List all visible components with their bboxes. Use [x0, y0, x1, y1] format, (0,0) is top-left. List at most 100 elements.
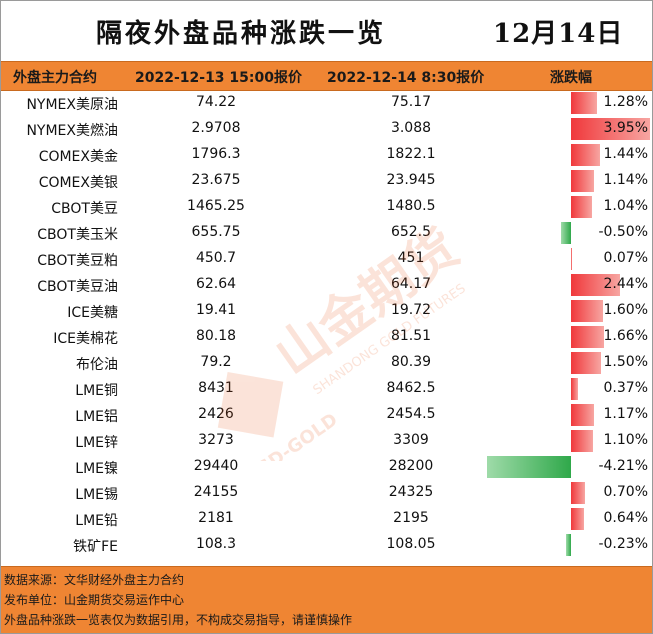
table-row: CBOT美豆粕 450.7 451 0.07% — [1, 246, 652, 272]
change-pct: 0.70% — [603, 484, 648, 500]
footer-source: 数据来源：文华财经外盘主力合约 — [4, 573, 185, 587]
change-bar — [566, 534, 571, 556]
change-bar — [571, 508, 584, 530]
change-pct: 1.60% — [603, 302, 648, 318]
footer-disclaimer: 外盘品种涨跌一览表仅为数据引用，不构成交易指导，请谨慎操作 — [4, 613, 353, 627]
prev-price: 2426 — [198, 406, 234, 422]
change-pct: 1.04% — [603, 198, 648, 214]
prev-price: 19.41 — [195, 302, 237, 318]
prev-price: 62.64 — [195, 276, 237, 292]
table-row: CBOT美玉米 655.75 652.5 -0.50% — [1, 220, 652, 246]
footer: 数据来源：文华财经外盘主力合约 发布单位：山金期货交易运作中心 外盘品种涨跌一览… — [1, 566, 652, 633]
table-row: ICE美棉花 80.18 81.51 1.66% — [1, 324, 652, 350]
prev-price: 2.9708 — [191, 120, 241, 136]
report-date: 12月14日 — [493, 19, 624, 49]
change-pct: -0.23% — [598, 536, 648, 552]
prev-price: 655.75 — [191, 224, 241, 240]
curr-price: 1480.5 — [386, 198, 436, 214]
contract-name: CBOT美豆油 — [37, 279, 118, 295]
change-pct: 3.95% — [603, 120, 648, 136]
contract-name: LME铜 — [75, 383, 118, 399]
prev-price: 2181 — [198, 510, 234, 526]
change-bar — [571, 274, 620, 296]
contract-name: CBOT美玉米 — [37, 227, 118, 243]
change-pct: 1.44% — [603, 146, 648, 162]
contract-name: LME锡 — [75, 487, 118, 503]
header-curr-price: 2022-12-14 8:30报价 — [327, 70, 485, 86]
contract-name: CBOT美豆 — [51, 201, 118, 217]
table-row: COMEX美金 1796.3 1822.1 1.44% — [1, 142, 652, 168]
contract-name: COMEX美银 — [38, 175, 118, 191]
curr-price: 8462.5 — [386, 380, 436, 396]
prev-price: 80.18 — [195, 328, 237, 344]
change-pct: 1.14% — [603, 172, 648, 188]
change-pct: 0.37% — [603, 380, 648, 396]
curr-price: 108.05 — [386, 536, 436, 552]
curr-price: 1822.1 — [386, 146, 436, 162]
curr-price: 652.5 — [390, 224, 432, 240]
change-pct: -0.50% — [598, 224, 648, 240]
table-row: 铁矿FE 108.3 108.05 -0.23% — [1, 532, 652, 558]
change-bar — [571, 326, 605, 348]
contract-name: LME锌 — [75, 435, 118, 451]
curr-price: 81.51 — [390, 328, 432, 344]
contract-name: NYMEX美燃油 — [26, 123, 118, 139]
change-bar — [571, 196, 592, 218]
change-pct: 1.50% — [603, 354, 648, 370]
table-row: NYMEX美原油 74.22 75.17 1.28% — [1, 90, 652, 116]
change-pct: 1.10% — [603, 432, 648, 448]
curr-price: 19.72 — [390, 302, 432, 318]
contract-name: ICE美棉花 — [53, 331, 118, 347]
contract-name: COMEX美金 — [38, 149, 118, 165]
contract-name: LME铅 — [75, 513, 118, 529]
change-bar — [571, 118, 650, 140]
change-pct: 1.28% — [603, 94, 648, 110]
change-pct: 2.44% — [603, 276, 648, 292]
table-header: 外盘主力合约 2022-12-13 15:00报价 2022-12-14 8:3… — [1, 61, 652, 91]
change-bar — [486, 456, 571, 478]
change-bar — [571, 482, 585, 504]
table-row: CBOT美豆油 62.64 64.17 2.44% — [1, 272, 652, 298]
prev-price: 8431 — [198, 380, 234, 396]
header-contract: 外盘主力合约 — [13, 70, 97, 86]
footer-publisher: 发布单位：山金期货交易运作中心 — [4, 593, 185, 607]
prev-price: 79.2 — [200, 354, 232, 370]
prev-price: 23.675 — [191, 172, 241, 188]
curr-price: 80.39 — [390, 354, 432, 370]
change-bar — [571, 404, 595, 426]
table-row: LME铅 2181 2195 0.64% — [1, 506, 652, 532]
curr-price: 75.17 — [390, 94, 432, 110]
contract-name: CBOT美豆粕 — [37, 253, 118, 269]
curr-price: 3309 — [393, 432, 429, 448]
table-row: NYMEX美燃油 2.9708 3.088 3.95% — [1, 116, 652, 142]
table-row: 布伦油 79.2 80.39 1.50% — [1, 350, 652, 376]
curr-price: 2195 — [393, 510, 429, 526]
table-row: LME锡 24155 24325 0.70% — [1, 480, 652, 506]
curr-price: 3.088 — [390, 120, 432, 136]
table-row: LME铝 2426 2454.5 1.17% — [1, 402, 652, 428]
curr-price: 451 — [397, 250, 425, 266]
curr-price: 64.17 — [390, 276, 432, 292]
table-row: CBOT美豆 1465.25 1480.5 1.04% — [1, 194, 652, 220]
contract-name: LME铝 — [75, 409, 118, 425]
table-row: COMEX美银 23.675 23.945 1.14% — [1, 168, 652, 194]
prev-price: 1796.3 — [191, 146, 241, 162]
change-pct: -4.21% — [598, 458, 648, 474]
page-title: 隔夜外盘品种涨跌一览 — [96, 19, 387, 49]
header-prev-price: 2022-12-13 15:00报价 — [135, 70, 302, 86]
change-pct: 0.07% — [603, 250, 648, 266]
prev-price: 108.3 — [195, 536, 237, 552]
contract-name: 铁矿FE — [73, 539, 118, 555]
table-row: LME锌 3273 3309 1.10% — [1, 428, 652, 454]
change-bar — [571, 352, 601, 374]
contract-name: 布伦油 — [76, 357, 118, 373]
curr-price: 2454.5 — [386, 406, 436, 422]
header-change: 涨跌幅 — [550, 70, 592, 86]
change-bar — [571, 378, 579, 400]
table-row: LME镍 29440 28200 -4.21% — [1, 454, 652, 480]
curr-price: 23.945 — [386, 172, 436, 188]
prev-price: 3273 — [198, 432, 234, 448]
prev-price: 450.7 — [195, 250, 237, 266]
contract-name: LME镍 — [75, 461, 118, 477]
